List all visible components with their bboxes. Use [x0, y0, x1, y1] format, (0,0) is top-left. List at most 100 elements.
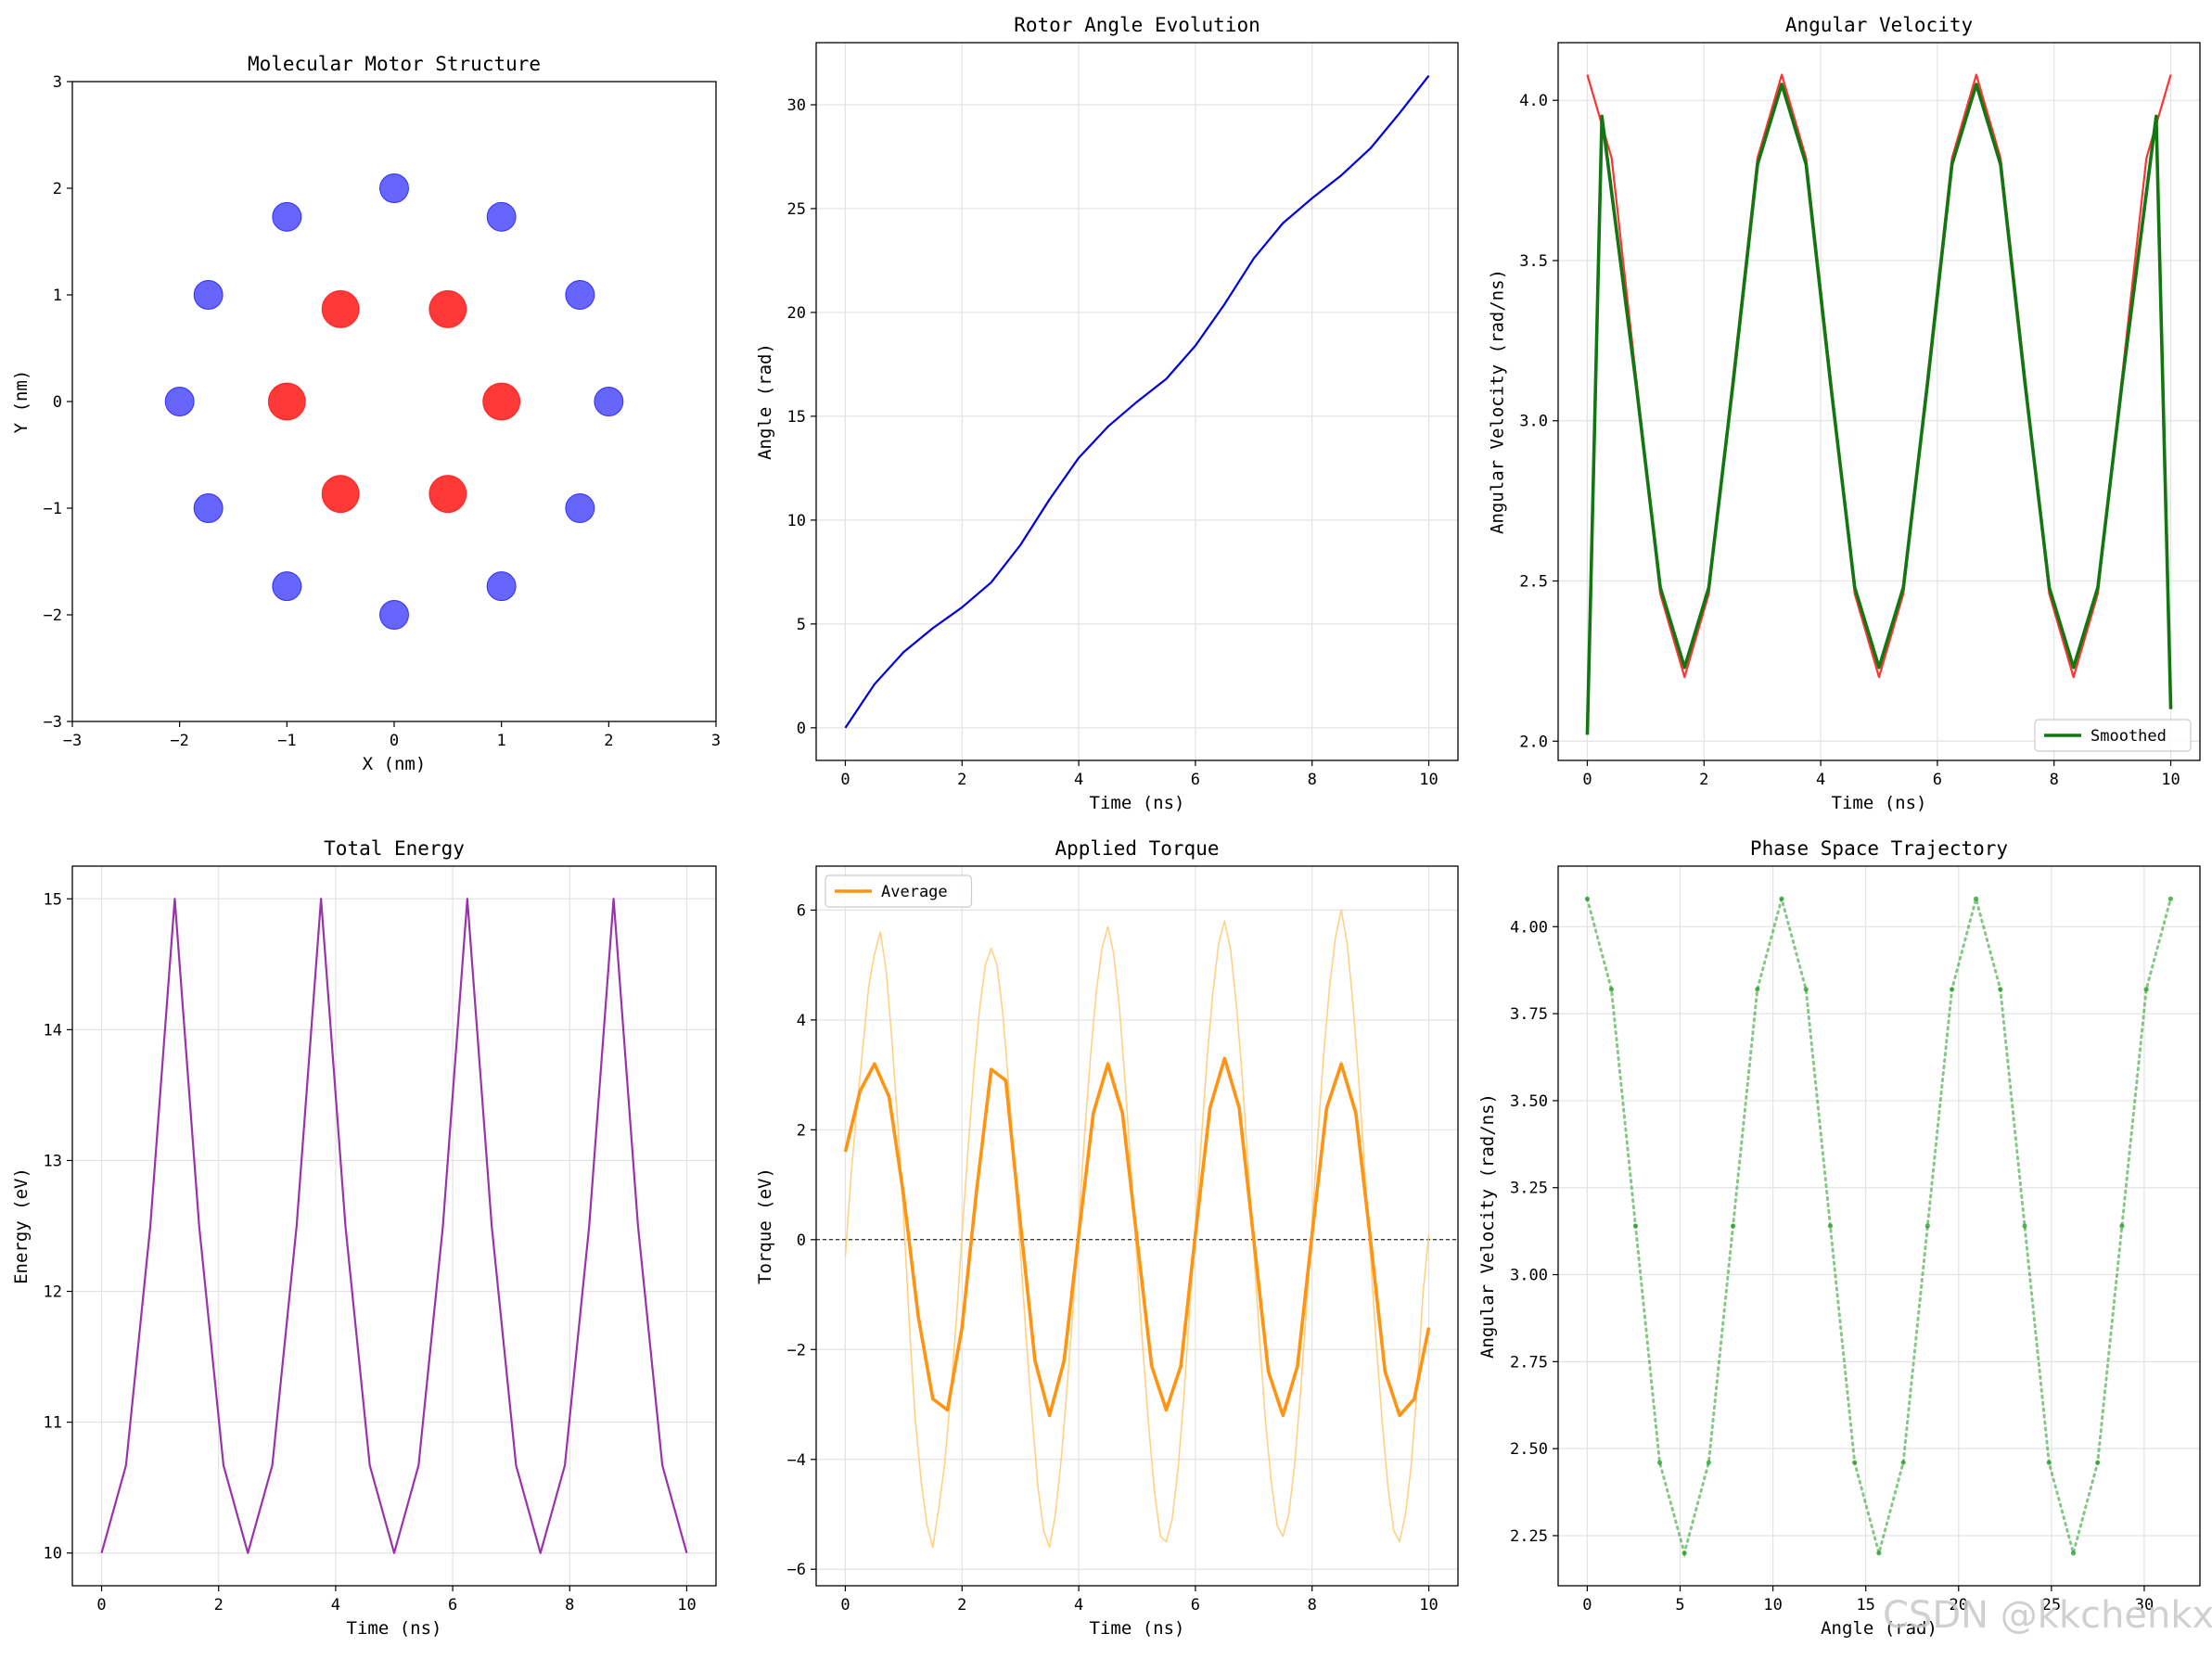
x-tick-label: 8	[1308, 771, 1317, 789]
x-tick-label: 2	[604, 732, 613, 750]
x-axis-label: Time (ns)	[1832, 793, 1927, 813]
x-tick-label: 15	[1856, 1596, 1874, 1614]
y-tick-label: −1	[44, 500, 62, 518]
y-tick-label: 12	[44, 1283, 62, 1302]
phase-point	[2095, 1460, 2101, 1465]
x-tick-label: 0	[390, 732, 399, 750]
y-axis-label: Angle (rad)	[755, 343, 775, 460]
legend-label: Smoothed	[2091, 727, 2167, 746]
x-tick-label: 6	[1933, 771, 1942, 789]
x-tick-label: 8	[1308, 1596, 1317, 1614]
y-axis-label: Energy (eV)	[11, 1168, 32, 1284]
y-tick-label: 0	[53, 393, 62, 412]
rotor-atom-point	[428, 289, 467, 328]
axes-frame	[815, 865, 1459, 1587]
y-tick-label: 3	[53, 73, 62, 92]
x-tick-label: 4	[331, 1596, 340, 1614]
y-tick-label: 3.0	[1519, 413, 1548, 431]
phase-point	[1584, 896, 1591, 901]
y-tick-label: 0	[797, 1231, 806, 1250]
x-tick-label: 0	[96, 1596, 106, 1614]
x-axis-label: Time (ns)	[347, 1618, 442, 1639]
y-tick-label: 1	[53, 287, 62, 305]
y-tick-label: 4.0	[1519, 92, 1548, 110]
phase-point	[1973, 896, 1979, 901]
phase-point	[1803, 987, 1809, 992]
y-tick-label: −6	[787, 1561, 806, 1579]
x-tick-label: 2	[957, 1596, 966, 1614]
chart-title: Total Energy	[324, 837, 465, 860]
chart-title: Applied Torque	[1055, 837, 1219, 860]
x-tick-label: 2	[214, 1596, 224, 1614]
phase-point	[1730, 1223, 1736, 1229]
x-tick-label: 8	[565, 1596, 574, 1614]
axes-frame	[1557, 865, 2201, 1587]
legend-box	[825, 874, 973, 908]
x-tick-label: 0	[1582, 771, 1592, 789]
phase-point	[1656, 1460, 1663, 1465]
series-line-angle	[844, 74, 1430, 729]
y-tick-label: 0	[797, 720, 806, 738]
stator-atom-point	[164, 387, 195, 416]
x-tick-label: 4	[1074, 771, 1083, 789]
x-tick-label: 2	[957, 771, 966, 789]
y-tick-label: 10	[44, 1545, 62, 1563]
y-axis-label: Torque (eV)	[755, 1168, 775, 1284]
x-tick-label: 30	[2135, 1596, 2154, 1614]
stator-atom-point	[272, 201, 302, 232]
phase-point	[1706, 1460, 1711, 1465]
x-tick-label: 1	[497, 732, 506, 750]
y-tick-label: −2	[787, 1341, 806, 1359]
axes-frame	[1557, 42, 2201, 761]
y-tick-label: −2	[44, 606, 62, 625]
stator-atom-point	[486, 201, 517, 232]
phase-point	[2022, 1223, 2027, 1229]
legend-label: Average	[881, 883, 948, 901]
rotor-atom-point	[321, 475, 360, 514]
y-tick-label: 20	[787, 304, 806, 323]
x-tick-label: 10	[2161, 771, 2180, 789]
stator-atom-point	[486, 571, 517, 602]
y-tick-label: 25	[787, 200, 806, 219]
x-tick-label: 4	[1074, 1596, 1083, 1614]
x-tick-label: 0	[1582, 1596, 1592, 1614]
chart-title: Rotor Angle Evolution	[1014, 14, 1260, 36]
x-tick-label: 10	[1763, 1596, 1782, 1614]
stator-atom-point	[565, 280, 595, 310]
phase-point	[1608, 987, 1615, 992]
x-tick-label: 0	[840, 1596, 850, 1614]
stator-atom-point	[193, 493, 224, 523]
y-tick-label: 2.25	[1510, 1527, 1548, 1546]
y-tick-label: 3.5	[1519, 252, 1548, 271]
phase-point	[2046, 1460, 2052, 1465]
y-tick-label: 13	[44, 1152, 62, 1170]
x-tick-label: 25	[2042, 1596, 2061, 1614]
y-tick-label: 5	[797, 616, 806, 634]
x-tick-label: −3	[63, 732, 82, 750]
stator-atom-point	[379, 173, 409, 203]
y-tick-label: 3.50	[1510, 1092, 1548, 1111]
y-axis-label: Angular Velocity (rad/ns)	[1488, 269, 1508, 534]
chart-title: Angular Velocity	[1785, 14, 1973, 36]
x-tick-label: 8	[2050, 771, 2059, 789]
y-tick-label: 3.25	[1510, 1180, 1548, 1198]
rotor-atom-point	[428, 475, 467, 514]
y-axis-label: Y (nm)	[11, 370, 32, 434]
x-tick-label: 3	[711, 732, 721, 750]
x-tick-label: 4	[1816, 771, 1825, 789]
x-tick-label: 10	[1419, 1596, 1438, 1614]
y-tick-label: −3	[44, 713, 62, 732]
watermark: CSDN @kkchenkx	[1883, 1594, 2212, 1637]
phase-trajectory-points	[1585, 893, 2172, 1559]
y-tick-label: 2.0	[1519, 733, 1548, 751]
phase-point	[2143, 987, 2149, 992]
legend-box	[2034, 719, 2192, 752]
phase-point	[1779, 896, 1784, 901]
stator-atom-point	[594, 387, 624, 416]
y-axis-label: Angular Velocity (rad/ns)	[1477, 1093, 1498, 1359]
phase-point	[1755, 987, 1760, 992]
axes-frame	[71, 865, 717, 1587]
y-tick-label: 15	[44, 890, 62, 909]
y-tick-label: −4	[787, 1451, 806, 1470]
